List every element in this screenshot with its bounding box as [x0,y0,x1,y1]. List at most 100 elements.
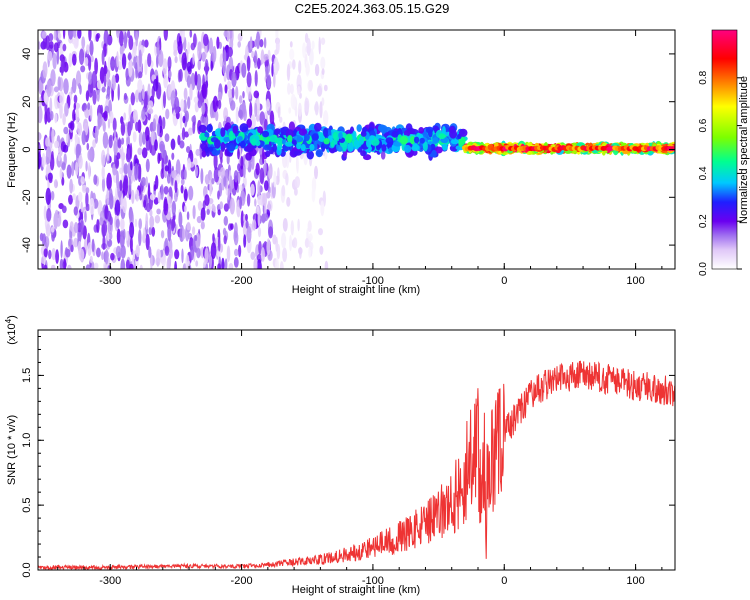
spectral-blob [108,187,113,202]
spectral-blob [69,178,73,194]
spectral-blob [212,95,219,113]
spectral-blob [96,219,100,233]
spectral-blob [71,77,77,94]
spectral-blob [74,102,81,110]
spectral-blob [168,70,172,78]
spectral-blob [171,152,175,160]
spectral-blob [253,90,260,99]
spectral-blob [272,234,277,245]
spectral-blob [154,214,161,224]
spectral-blob [220,127,226,137]
spectral-blob [73,222,79,234]
spectral-blob [297,85,301,96]
spectral-blob [132,131,137,143]
spectral-blob [230,223,234,230]
spectral-blob [54,140,60,149]
spectral-blob [223,30,228,38]
spectral-blob [46,79,52,98]
spectral-blob [101,86,106,93]
spectral-blob [294,187,298,196]
spectral-blob [119,179,123,192]
colorbar-ramp [711,29,738,270]
snr-multiplier: (x104) [4,315,18,345]
spectral-blob [102,131,109,149]
spectral-blob [261,147,265,165]
spectral-blob [224,84,228,94]
spectral-blob [282,247,288,263]
spectral-blob [266,238,271,256]
spectral-blob [438,133,446,140]
spectral-blob [231,71,237,88]
spectral-blob [80,176,85,185]
spectral-blob [78,154,83,169]
spectral-blob [106,71,110,83]
spectral-blob [128,61,133,78]
spectral-blob [50,264,56,269]
spectral-blob [42,61,48,79]
spectral-blob [106,145,110,162]
spectral-blob [229,30,234,44]
spectral-blob [254,198,257,207]
spectral-blob [135,244,140,258]
spectral-blob [160,230,165,239]
spectral-blob [64,102,69,117]
spectral-blob [167,192,170,205]
spectral-blob [347,142,354,153]
spectral-blob [273,170,277,188]
spectral-blob [277,106,281,119]
spectral-blob [55,214,62,227]
spectral-blob [197,41,202,52]
spectral-blob [144,59,148,76]
spectral-blob [137,119,142,134]
spectral-blob [269,110,275,127]
spectral-blob [297,218,300,232]
spectral-blob [81,130,87,146]
spectral-blob [120,258,126,269]
spectral-blob [89,255,93,264]
spectral-blob [274,49,278,56]
spectral-blob [138,131,143,147]
spectral-blob [153,197,159,205]
spectral-blob [449,129,458,139]
spectral-blob [239,95,243,104]
spectral-blob [257,126,263,134]
spectral-blob [246,226,252,244]
spectral-blob [74,133,79,143]
spectral-blob [251,151,255,170]
spectral-blob [137,79,143,93]
spectral-blob [65,247,68,254]
spectral-blob [96,79,102,90]
spectral-blob [275,175,280,186]
spectral-blob [212,233,215,243]
spectral-blob [186,211,190,221]
spectral-blob [200,168,204,185]
spectral-blob [253,258,258,269]
spectral-blob [432,137,439,144]
spectral-blob [323,127,328,138]
spectral-blob [43,264,48,269]
spectral-blob [116,51,119,68]
spectral-blob [43,248,48,258]
spectral-blob [121,146,124,163]
spectral-blob [418,127,425,134]
spectral-blob [95,125,99,137]
spectral-blob [142,84,145,100]
spectral-blob [323,138,330,145]
spectral-blob [41,256,46,264]
spectral-blob [201,150,207,158]
spectral-blob [272,143,278,152]
y-tick-label: 1.5 [21,368,33,383]
spectral-blob [285,141,293,147]
spectral-blob [265,65,269,78]
spectral-blob [242,91,245,99]
spectral-blob [183,87,188,101]
spectral-blob [61,176,65,186]
spectral-blob [195,166,198,177]
spectral-blob [137,169,142,183]
spectral-blob [399,135,408,145]
spectral-blob [70,120,75,131]
spectral-blob [179,228,183,239]
spectral-blob [180,178,185,186]
spectral-blob [125,68,130,81]
